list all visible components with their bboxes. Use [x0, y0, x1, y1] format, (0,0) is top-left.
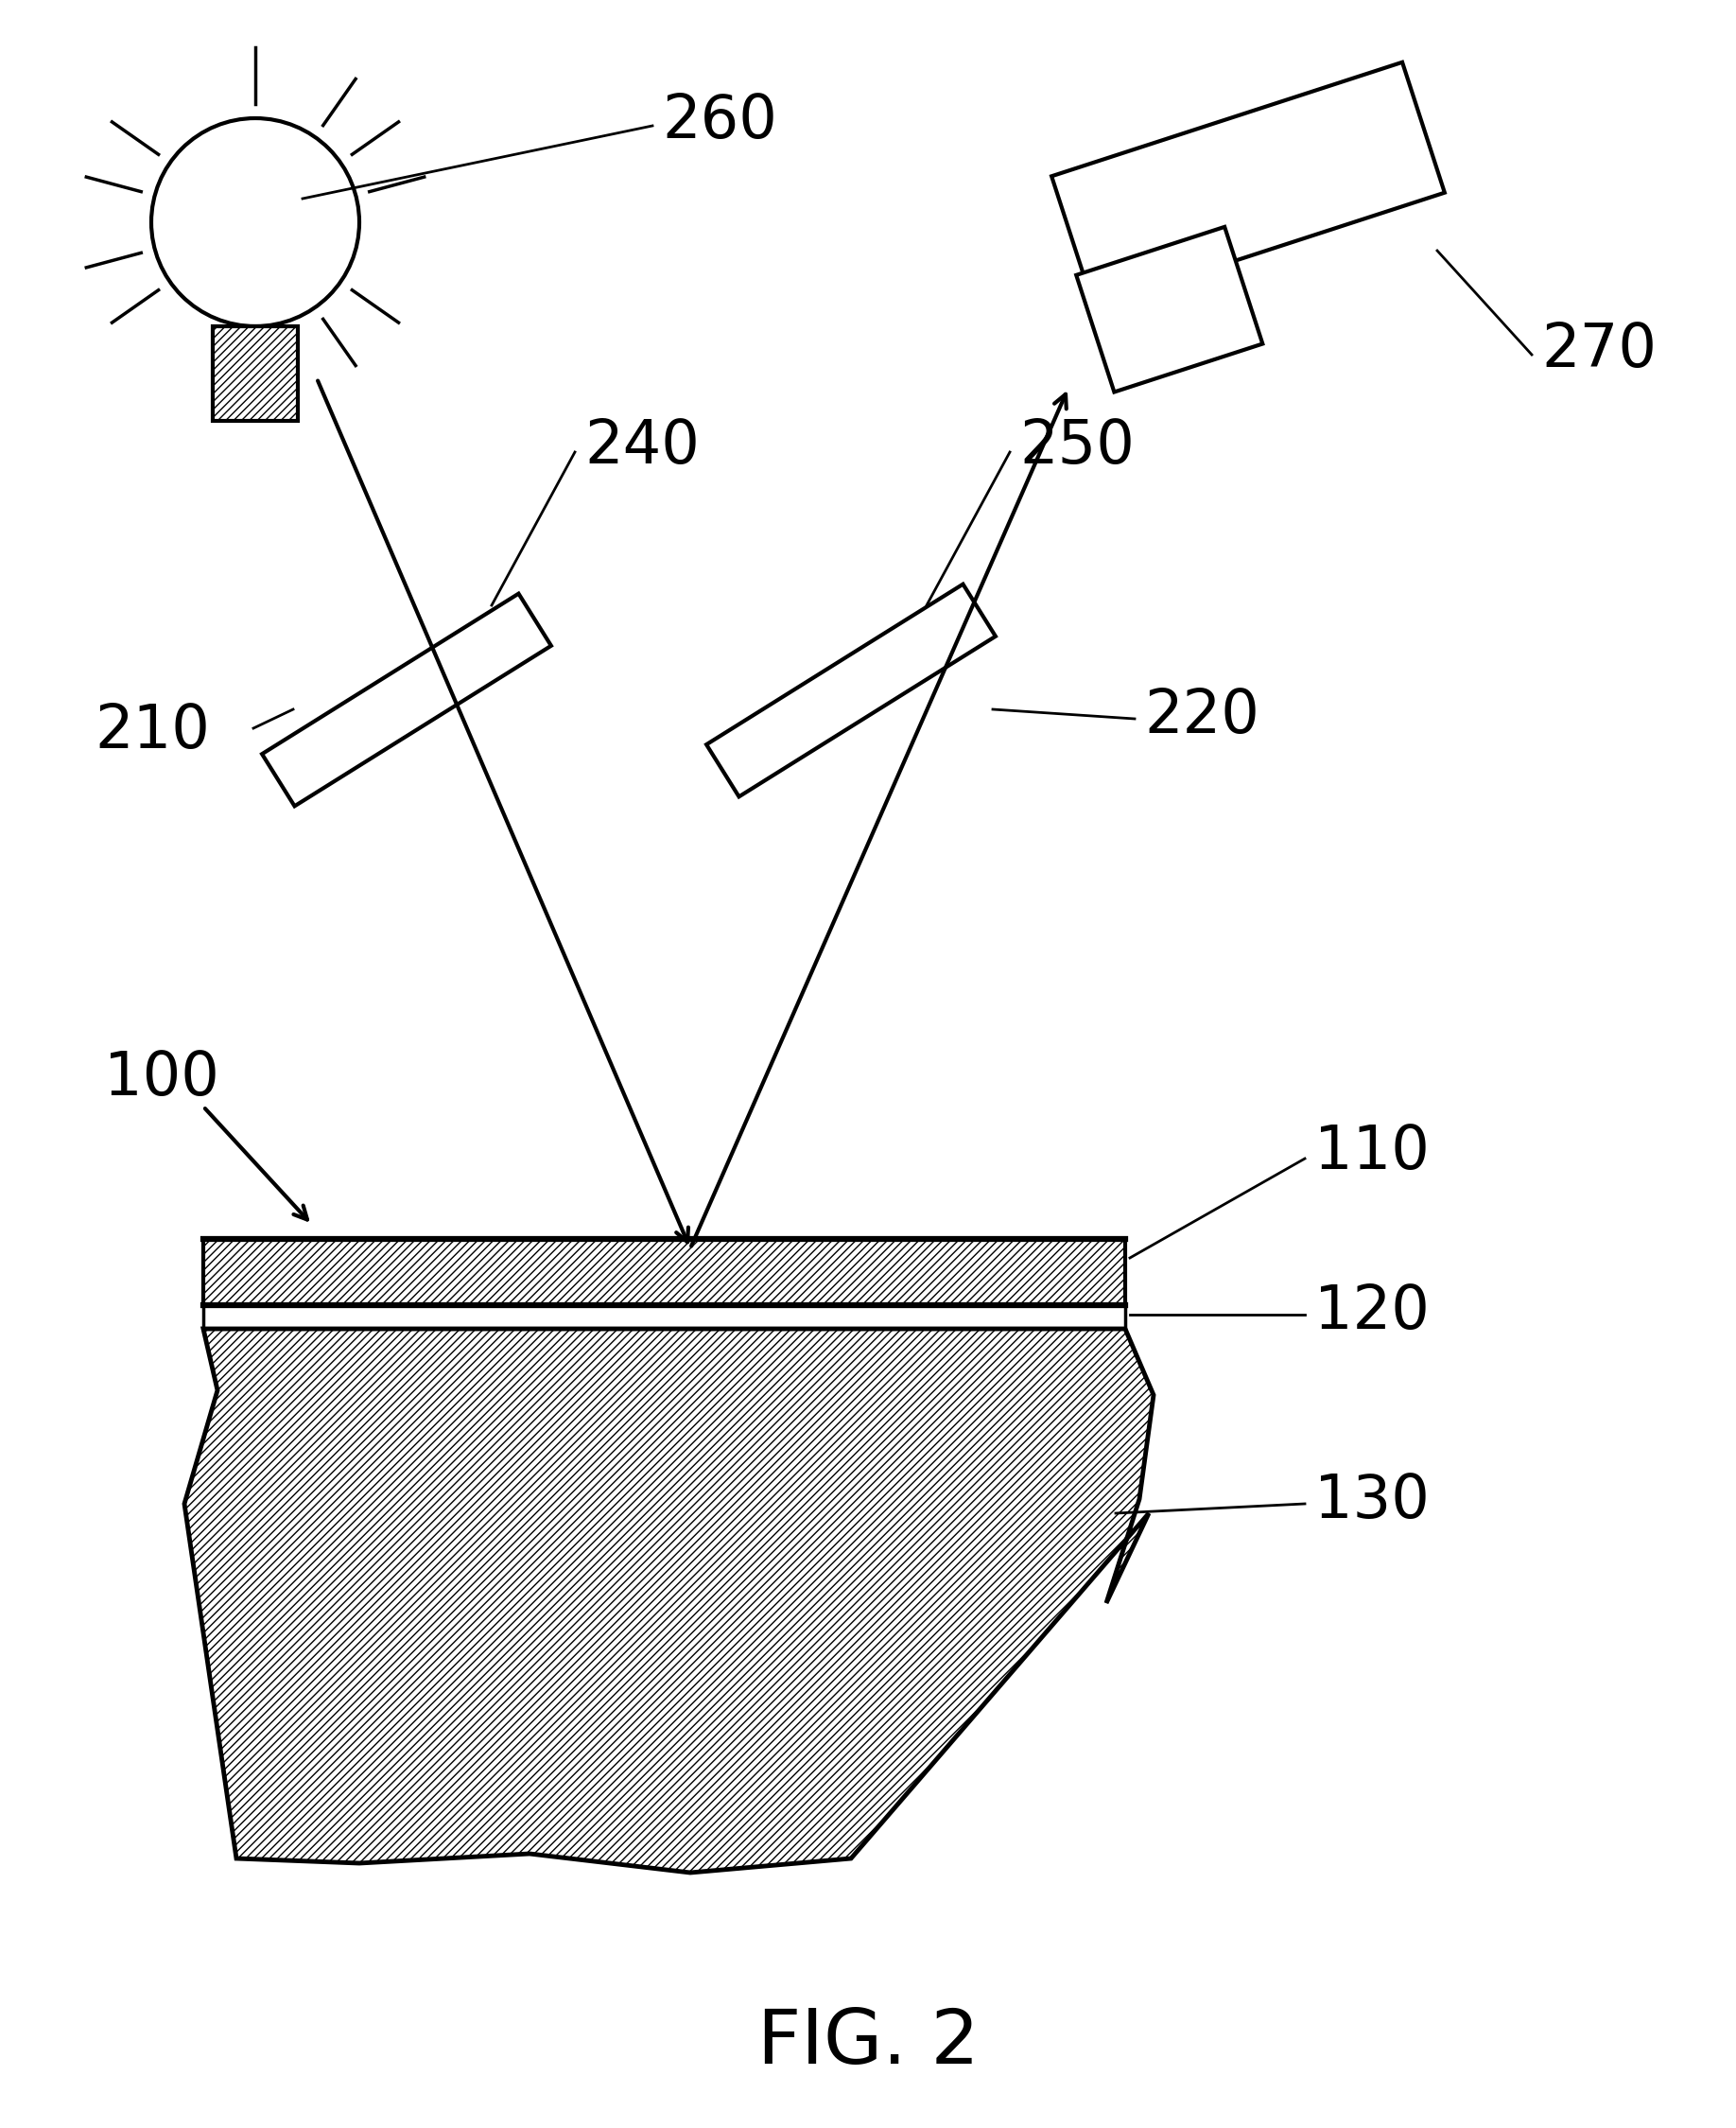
Text: 240: 240: [585, 417, 700, 477]
Bar: [1052, 62, 1444, 306]
Text: 210: 210: [94, 702, 210, 760]
Text: 120: 120: [1314, 1283, 1429, 1341]
Bar: [1076, 228, 1262, 392]
Polygon shape: [203, 1304, 1125, 1328]
Text: 250: 250: [1019, 417, 1135, 477]
Bar: [214, 326, 299, 421]
Text: 260: 260: [661, 92, 778, 151]
Text: 130: 130: [1314, 1473, 1429, 1530]
Text: 100: 100: [104, 1049, 219, 1107]
Text: 270: 270: [1542, 321, 1656, 379]
Text: 110: 110: [1314, 1124, 1429, 1181]
Text: 220: 220: [1144, 687, 1259, 745]
Text: FIG. 2: FIG. 2: [757, 2007, 979, 2079]
Polygon shape: [203, 1238, 1125, 1304]
Bar: [262, 594, 550, 807]
Polygon shape: [184, 1328, 1153, 1873]
Bar: [707, 585, 995, 796]
